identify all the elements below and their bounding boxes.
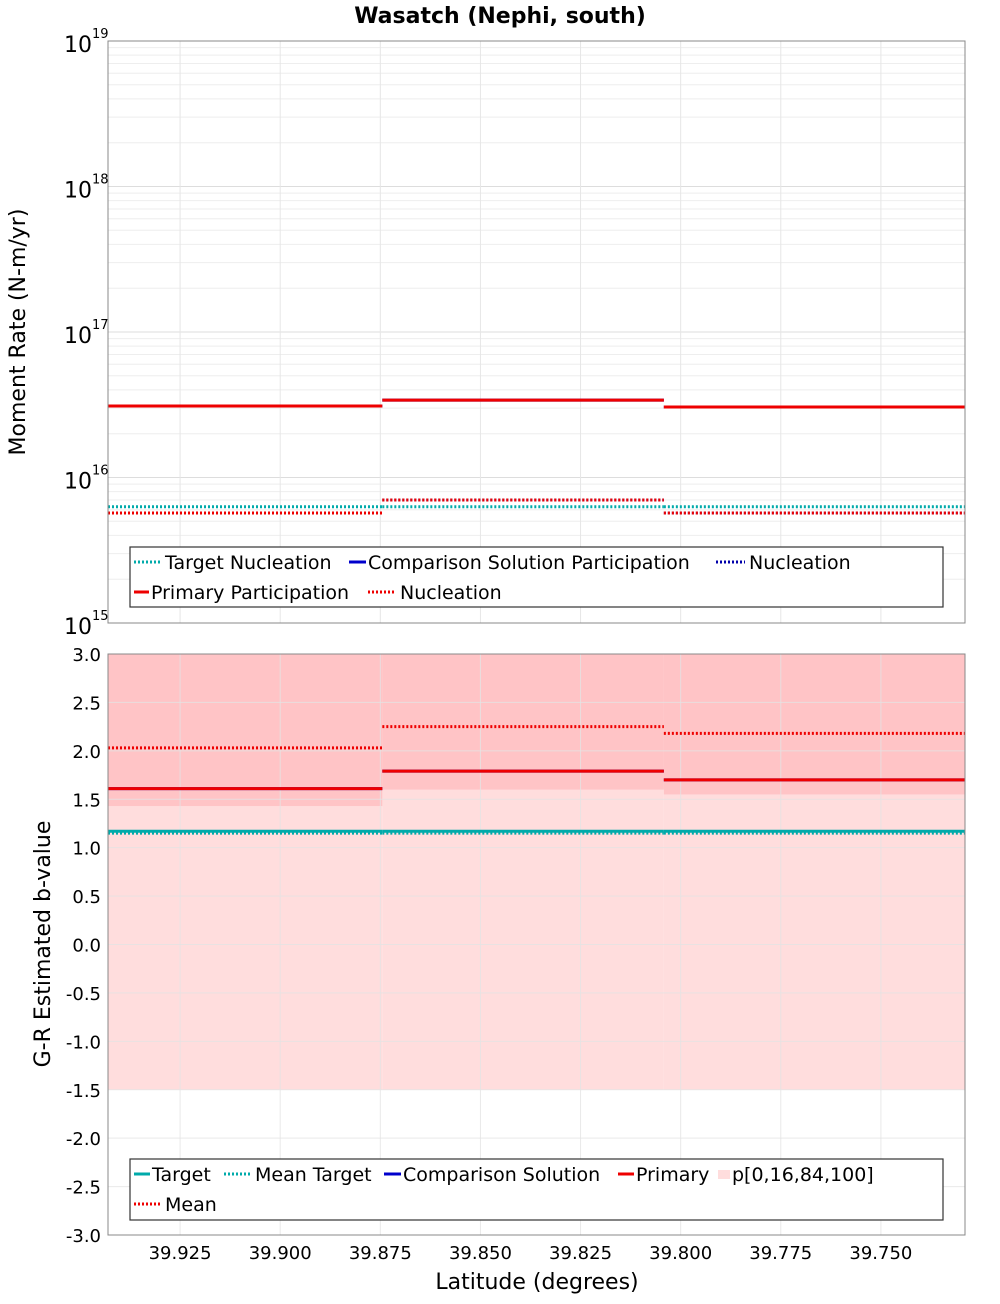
legend-label-target-nucleation: Target Nucleation [164,552,332,574]
x-tick-7: 39.750 [849,1243,912,1264]
top-y-tick-labels: 1015 1016 1017 1018 1019 [64,27,109,640]
bottom-y-tick-6: 0.0 [72,936,101,957]
bottom-y-tick-7: -0.5 [66,984,101,1005]
bottom-x-tick-labels: 39.925 39.900 39.875 39.850 39.825 39.800 39.7… [149,1243,913,1264]
top-y-axis-label: Moment Rate (N-m/yr) [6,209,31,456]
bottom-y-tick-0: 3.0 [72,645,101,666]
bottom-y-tick-10: -2.0 [66,1129,101,1150]
bottom-y-tick-1: 2.5 [72,693,101,714]
top-y-tick-4: 1019 [64,27,109,58]
legend-label-comparison-nucleation: Nucleation [749,552,851,574]
legend-label-percentile-band: p[0,16,84,100] [732,1164,874,1186]
x-axis-label: Latitude (degrees) [435,1270,638,1295]
bottom-y-tick-5: 0.5 [72,887,101,908]
legend-label-comparison-participation: Comparison Solution Participation [368,552,690,574]
bottom-y-tick-8: -1.0 [66,1032,101,1053]
top-gridlines [108,40,965,624]
legend-label-comparison: Comparison Solution [403,1164,600,1186]
band-inner-1 [382,654,664,790]
x-tick-1: 39.900 [249,1243,312,1264]
top-y-tick-2: 1017 [64,318,109,349]
top-legend: Target Nucleation Comparison Solution Pa… [129,546,944,608]
bottom-legend: Target Mean Target Comparison Solution P… [129,1158,944,1221]
top-y-tick-3: 1018 [64,173,109,204]
x-tick-3: 39.850 [449,1243,512,1264]
bottom-y-tick-4: 1.0 [72,839,101,860]
bottom-y-tick-2: 2.0 [72,742,101,763]
bottom-series-layer [108,725,965,835]
legend-label-mean: Mean [165,1194,217,1216]
x-tick-4: 39.825 [549,1243,612,1264]
x-tick-2: 39.875 [349,1243,412,1264]
bottom-percentile-bands [108,654,965,1090]
legend-label-primary: Primary [636,1164,709,1186]
top-y-tick-1: 1016 [64,464,109,495]
legend-label-primary-nucleation: Nucleation [400,582,502,604]
top-y-tick-0: 1015 [64,609,109,640]
bottom-y-axis-label: G-R Estimated b-value [31,821,56,1068]
bottom-plot-frame [107,653,966,1236]
legend-swatch-percentile-band [718,1170,730,1179]
x-tick-6: 39.775 [749,1243,812,1264]
band-inner-0 [108,654,383,807]
legend-label-mean-target: Mean Target [255,1164,372,1186]
top-plot-frame [107,40,966,624]
bottom-y-tick-labels: 3.0 2.5 2.0 1.5 1.0 0.5 0.0 -0.5 -1.0 -1.5 -2.0 -2.… [66,645,101,1247]
bottom-y-tick-11: -2.5 [66,1178,101,1199]
bottom-y-tick-12: -3.0 [66,1226,101,1247]
x-tick-5: 39.800 [649,1243,712,1264]
top-series-layer [108,398,965,515]
legend-label-target: Target [151,1164,211,1186]
x-tick-0: 39.925 [149,1243,212,1264]
band-inner-2 [663,654,965,795]
chart-title: Wasatch (Nephi, south) [354,4,646,29]
bottom-y-tick-9: -1.5 [66,1081,101,1102]
legend-label-primary-participation: Primary Participation [151,582,349,604]
bottom-y-tick-3: 1.5 [72,790,101,811]
